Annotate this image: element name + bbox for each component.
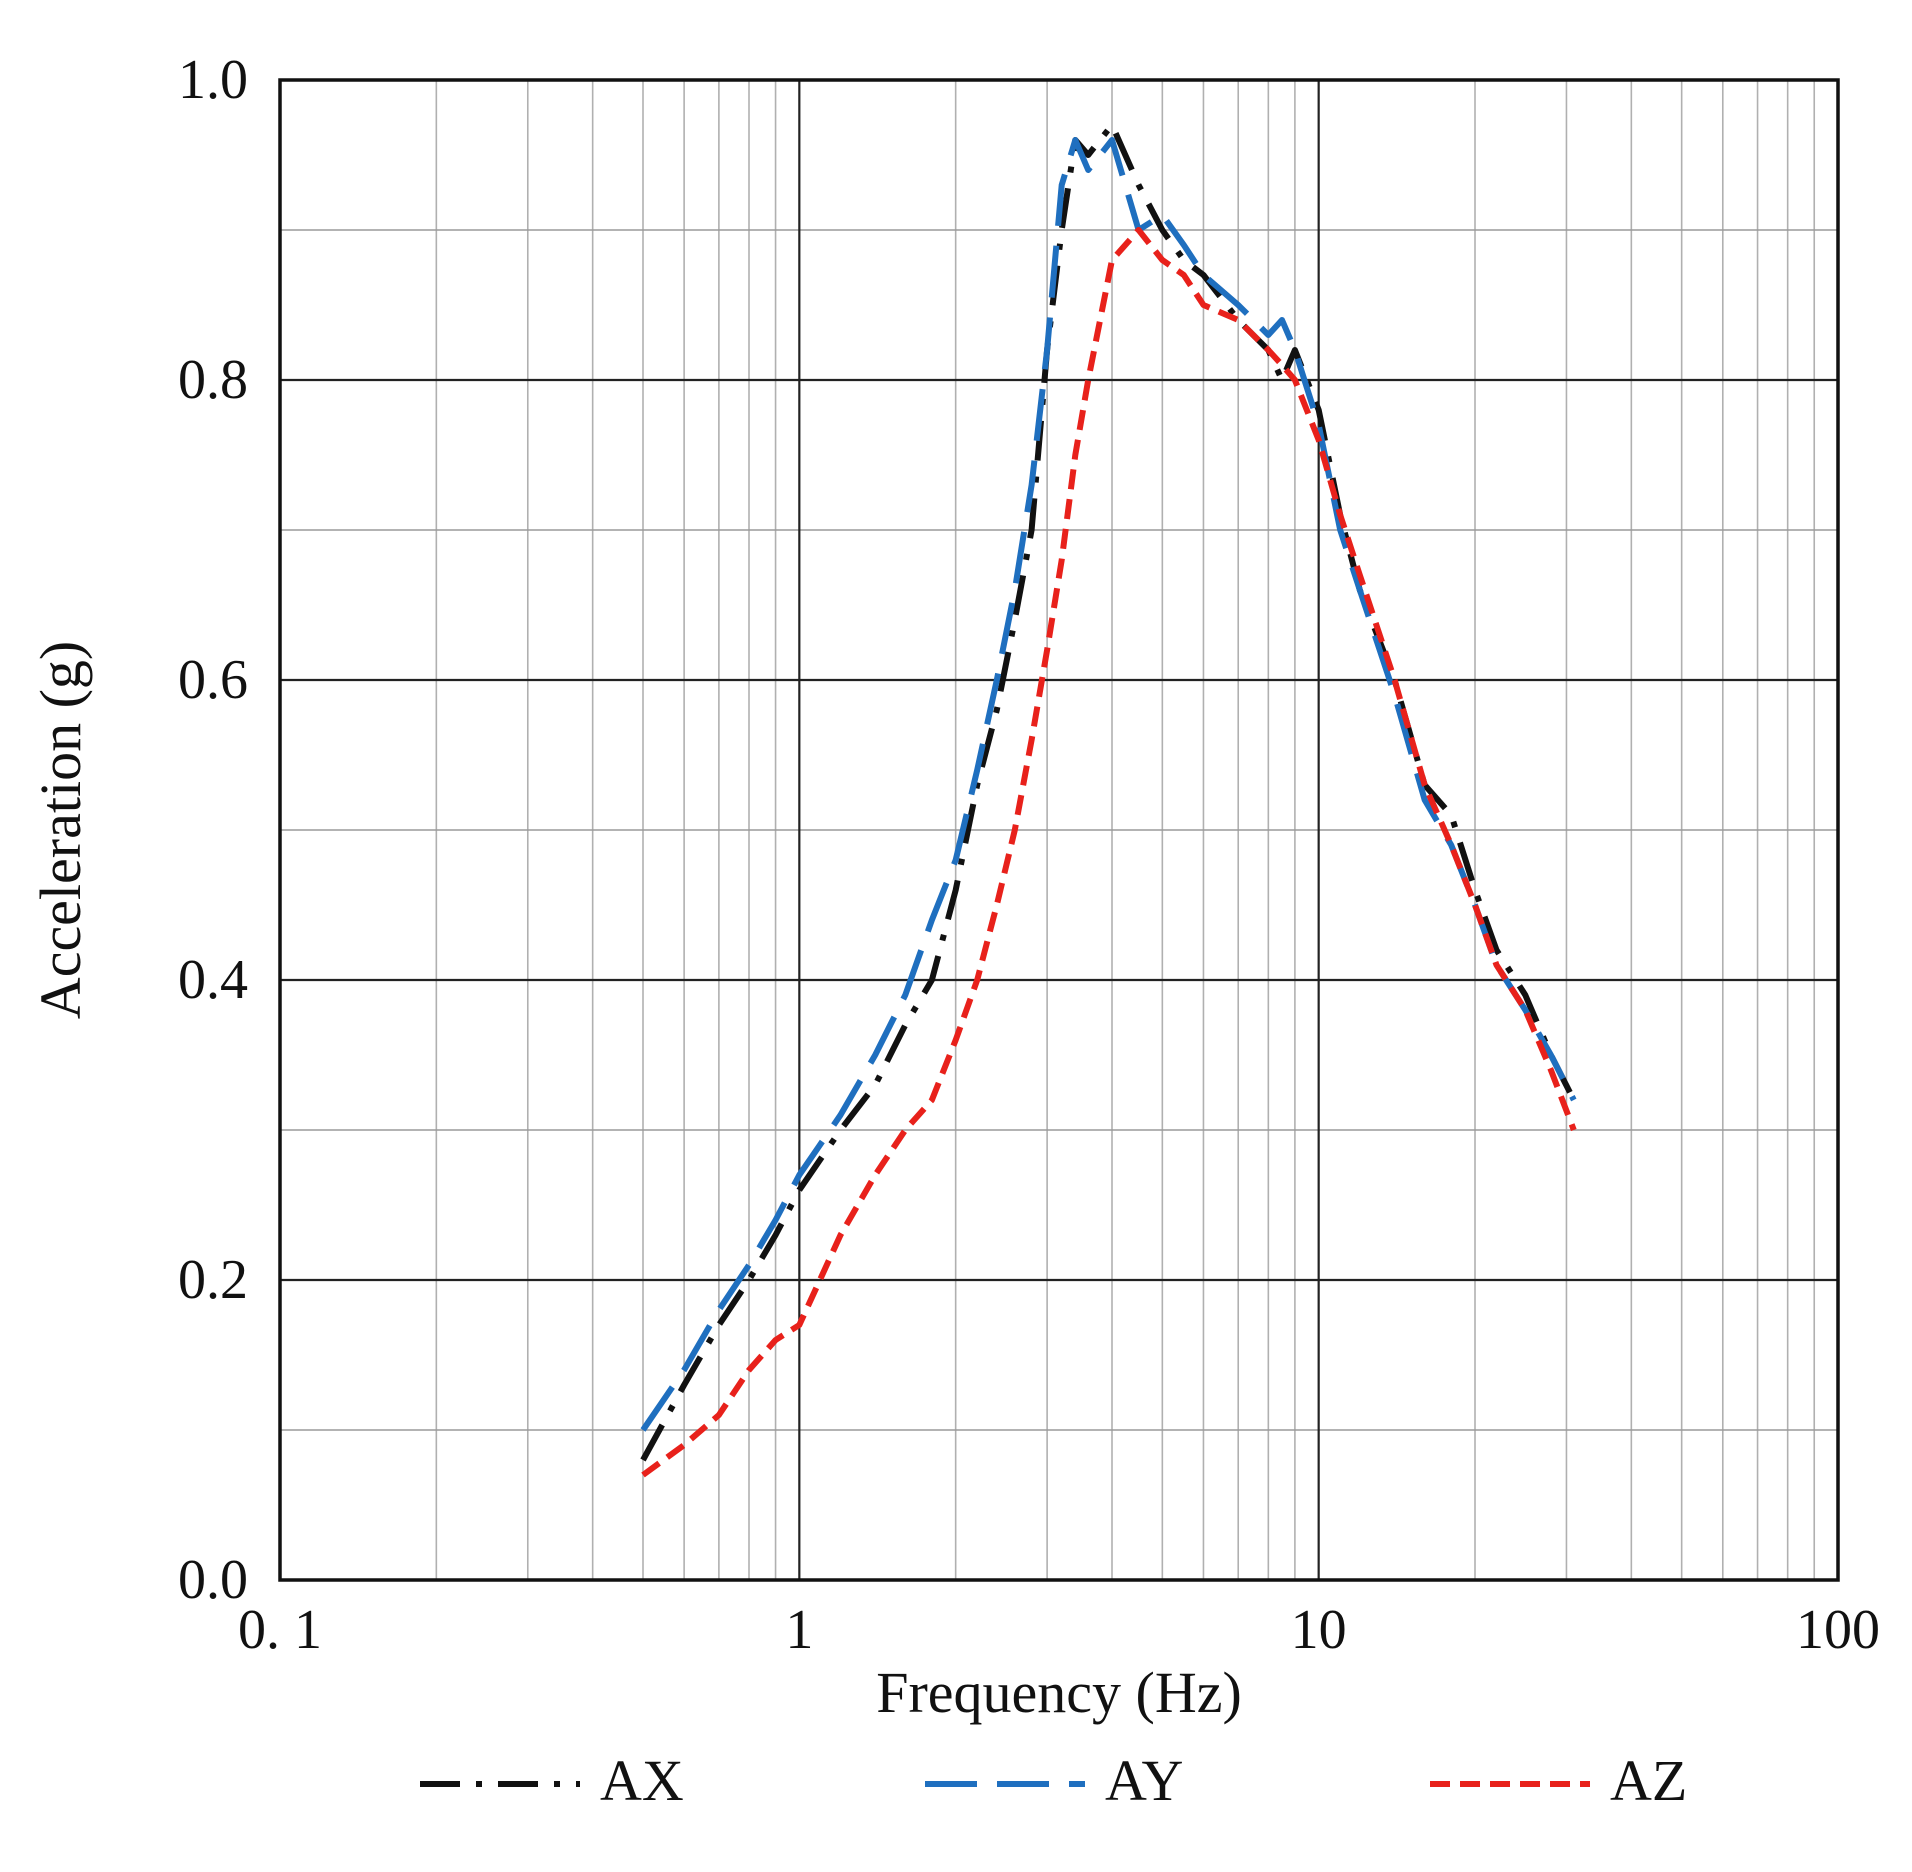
y-axis-title: Acceleration (g)	[28, 641, 93, 1019]
x-axis-title: Frequency (Hz)	[876, 1660, 1242, 1725]
legend-label-ax: AX	[600, 1748, 684, 1813]
y-tick-label: 0.8	[178, 349, 248, 411]
x-tick-label: 1	[785, 1599, 813, 1661]
y-tick-label: 1.0	[178, 49, 248, 111]
legend-label-az: AZ	[1610, 1748, 1687, 1813]
series-line-ax	[640, 122, 1577, 1462]
y-tick-label: 0.0	[178, 1549, 248, 1611]
plot-frame	[278, 78, 1840, 1582]
legend-label-ay: AY	[1105, 1748, 1183, 1813]
x-tick-label: 100	[1796, 1599, 1880, 1661]
y-tick-labels: 0.0 0.2 0.4 0.6 0.8 1.0	[178, 49, 248, 1611]
y-tick-label: 0.2	[178, 1249, 248, 1311]
minor-gridlines	[280, 80, 1838, 1580]
x-tick-label: 10	[1291, 1599, 1347, 1661]
y-tick-label: 0.6	[178, 649, 248, 711]
series-line-az	[641, 227, 1577, 1478]
y-tick-label: 0.4	[178, 949, 248, 1011]
x-tick-labels: 0. 1 1 10 100	[238, 1599, 1880, 1661]
series-line-ay	[640, 137, 1577, 1432]
series-layer	[640, 122, 1577, 1478]
x-tick-label: 0. 1	[238, 1599, 322, 1661]
legend: AX AY AZ	[420, 1748, 1687, 1813]
